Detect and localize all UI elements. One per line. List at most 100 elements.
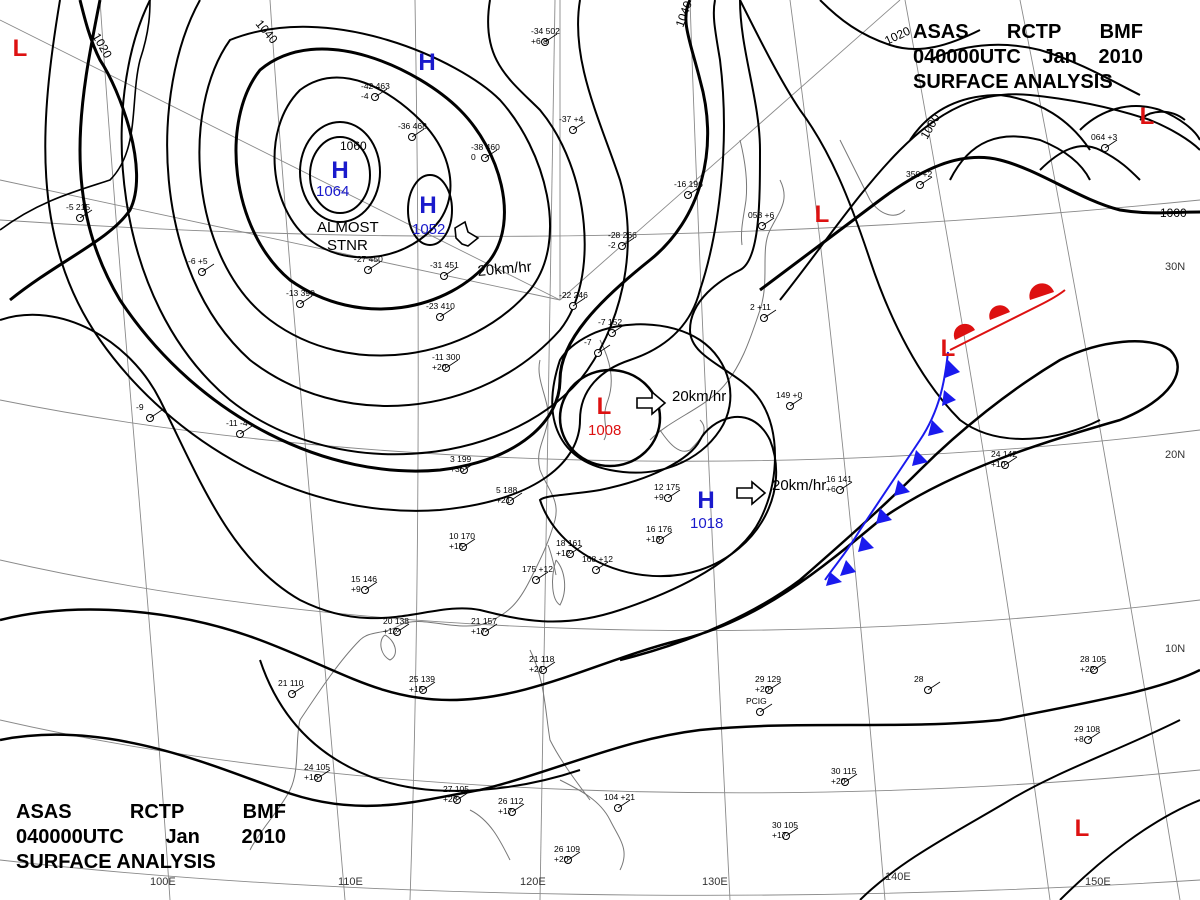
- wind-barb-icon: [443, 267, 457, 277]
- wind-barb-icon: [484, 623, 498, 633]
- header-time-row: 040000UTC Jan 2010: [16, 825, 286, 850]
- station-plot: 175 +12: [522, 564, 553, 584]
- station-label: 26 109 +20: [554, 844, 580, 864]
- wind-barb-icon: [785, 827, 799, 837]
- header-month: Jan: [165, 826, 200, 848]
- wind-barb-icon: [299, 295, 313, 305]
- station-plot: 30 115 +20: [831, 766, 858, 786]
- station-label: 21 157 +17: [471, 616, 497, 636]
- high-symbol: H: [697, 487, 714, 514]
- coast-hainan: [380, 634, 396, 661]
- warm-front-bump: [989, 305, 1010, 320]
- wind-barb-icon: [456, 791, 470, 801]
- high-symbol: H: [331, 157, 348, 184]
- header-product: SURFACE ANALYSIS: [913, 71, 1113, 93]
- wind-barb-icon: [789, 397, 803, 407]
- station-plot: -16 196: [674, 179, 703, 199]
- station-label: 168 +12: [582, 554, 613, 564]
- wind-barb-icon: [1087, 731, 1101, 741]
- station-label: -36 468: [398, 121, 427, 131]
- station-label: 20 138 +12: [383, 616, 409, 636]
- coast-taiwan: [552, 559, 566, 606]
- station-label: -28 266 -2: [608, 230, 637, 250]
- pressure-value: 1052: [412, 221, 445, 238]
- low-pressure-center: L 1008: [588, 393, 621, 439]
- wind-barb-icon: [439, 308, 453, 318]
- cold-front-barb: [928, 420, 944, 436]
- station-label: 18 161 +12: [556, 538, 582, 558]
- station-label: 25 139 +15: [409, 674, 435, 694]
- header-time: 040000UTC: [913, 46, 1021, 68]
- station-label: -22 246: [559, 290, 588, 300]
- station-label: 12 175 +9: [654, 482, 680, 502]
- header-month: Jan: [1042, 46, 1077, 68]
- station-label: -31 451: [430, 260, 459, 270]
- station-plot: -28 266 -2: [608, 230, 637, 250]
- header-station: RCTP: [129, 801, 185, 823]
- station-label: -11 -4: [226, 418, 248, 428]
- wind-barb-icon: [291, 685, 305, 695]
- warm-front: [949, 283, 1066, 351]
- station-label: 5 188 +21: [496, 485, 518, 505]
- station-label: 24 142 +10: [991, 449, 1017, 469]
- longitude-label: 140E: [885, 871, 911, 883]
- wind-barb-icon: [374, 88, 388, 98]
- coast-japan: [649, 179, 785, 441]
- wind-barb-icon: [509, 492, 523, 502]
- station-plot: 5 188 +21: [496, 485, 523, 505]
- motion-arrow: [454, 220, 480, 247]
- low-symbol: L: [597, 393, 612, 420]
- station-label: 29 129 +20: [755, 674, 781, 694]
- motion-arrow: [736, 480, 767, 506]
- header-time-row: 040000UTC Jan 2010: [913, 45, 1143, 70]
- coast-kyushu: [659, 419, 705, 452]
- station-plot: 064 +3: [1091, 132, 1118, 152]
- station-label: 29 108 +8: [1074, 724, 1100, 744]
- station-plot: 24 142 +10: [991, 449, 1017, 469]
- wind-barb-icon: [759, 703, 773, 713]
- wind-barb-icon: [463, 461, 477, 471]
- station-label: -11 300 +20: [432, 352, 460, 372]
- wind-barb-icon: [149, 409, 163, 419]
- low-pressure-center: L: [815, 201, 830, 228]
- low-symbol: L: [1140, 103, 1155, 130]
- station-plot: -9: [136, 402, 163, 422]
- station-label: 10 170 +15: [449, 531, 475, 551]
- station-plot: -42 463 -4: [361, 81, 390, 101]
- station-label: -16 196: [674, 179, 703, 189]
- station-plot: -27 450: [354, 254, 383, 274]
- graticule-labels: 100E 110E 120E 130E 140E 150E 30N 20N 10…: [150, 261, 1185, 888]
- station-label: -37 +4: [559, 114, 584, 124]
- wind-barb-icon: [595, 561, 609, 571]
- wind-barb-icon: [544, 33, 558, 43]
- wind-barb-icon: [761, 217, 775, 227]
- station-label: -27 450: [354, 254, 383, 264]
- wind-barb-icon: [317, 769, 331, 779]
- motion-speed-label: 20km/hr: [772, 477, 826, 494]
- header-product-row: SURFACE ANALYSIS: [16, 850, 286, 875]
- station-label: 26 112 +17: [498, 796, 524, 816]
- station-plot: 15 146 +9: [351, 574, 377, 594]
- header-bottom: ASAS RCTP BMF 040000UTC Jan 2010 SURFACE…: [16, 800, 286, 875]
- station-label: 16 141 +6: [826, 474, 852, 494]
- wind-barb-icon: [611, 324, 625, 334]
- low-pressure-center: L: [1140, 103, 1155, 130]
- wind-barb-icon: [511, 803, 525, 813]
- station-label: 30 115 +20: [831, 766, 857, 786]
- wind-barb-icon: [542, 661, 556, 671]
- wind-barb-icon: [411, 128, 425, 138]
- station-plot: 10 170 +15: [449, 531, 475, 551]
- wind-barb-icon: [617, 799, 631, 809]
- wind-barb-icon: [844, 773, 858, 783]
- latitude-label: 10N: [1165, 643, 1185, 655]
- header-id-row: ASAS RCTP BMF: [913, 20, 1143, 45]
- station-plot: -34 502 +6 8: [531, 26, 560, 46]
- isobar-label: 1040: [673, 0, 695, 29]
- station-plot: 20 138 +12: [383, 616, 409, 636]
- motion-speed-label: 20km/hr: [672, 388, 726, 405]
- wind-barb-icon: [364, 581, 378, 591]
- isobar-label: 1000: [1160, 206, 1187, 220]
- motion-arrow: [636, 390, 667, 416]
- station-plot: 3 199 +36: [450, 454, 477, 474]
